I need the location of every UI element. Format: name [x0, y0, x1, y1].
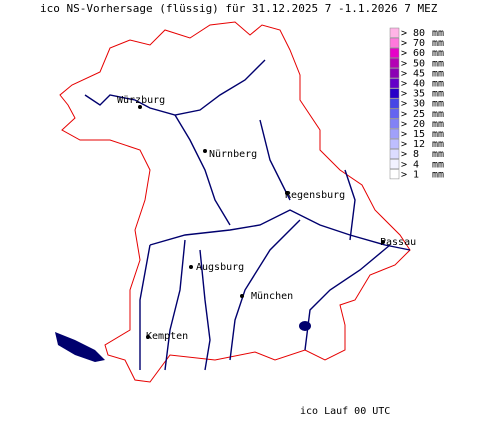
city-label: Nürnberg: [209, 149, 257, 160]
rivers: [84, 59, 411, 371]
border: [59, 21, 411, 383]
legend-swatch: [389, 68, 400, 79]
legend-unit: mm: [432, 79, 444, 90]
legend-unit: mm: [432, 119, 444, 130]
legend-label: > 50: [401, 58, 425, 69]
legend-unit: mm: [432, 99, 444, 110]
legend-unit: mm: [432, 109, 444, 120]
cities: Würzburg Nürnberg Regensburg Passau Augsburg…: [117, 95, 416, 342]
legend-label: > 1: [401, 169, 419, 180]
footer-text: ico Lauf 00 UTC: [300, 406, 390, 417]
legend-unit: mm: [432, 48, 444, 59]
legend-label: > 35: [401, 89, 425, 100]
legend-swatch: [389, 98, 400, 109]
legend-label: > 4: [401, 159, 419, 170]
legend-label: > 60: [401, 48, 425, 59]
legend-label: > 40: [401, 79, 425, 90]
city-label: Passau: [380, 237, 416, 248]
legend-swatch: [389, 118, 400, 129]
legend-swatch: [389, 58, 400, 69]
legend-swatch: [389, 128, 400, 139]
legend-unit: mm: [432, 58, 444, 69]
legend-label: > 70: [401, 38, 425, 49]
legend-unit: mm: [432, 149, 444, 160]
city-label: Würzburg: [117, 95, 165, 106]
legend-swatch: [389, 138, 400, 149]
lake-constance: [55, 332, 105, 362]
legend-unit: mm: [432, 38, 444, 49]
legend-unit: mm: [432, 28, 444, 39]
legend-unit: mm: [432, 169, 444, 180]
legend-swatch: [389, 159, 400, 170]
legend-label: > 30: [401, 99, 425, 110]
legend-label: > 8: [401, 149, 419, 160]
legend-label: > 20: [401, 119, 425, 130]
city-dot: [381, 240, 385, 244]
legend-unit: mm: [432, 68, 444, 79]
city-label: Kempten: [146, 331, 188, 342]
legend-swatch: [389, 148, 400, 159]
legend-swatch: [389, 47, 400, 58]
lake-chiemsee: [299, 321, 311, 331]
city-label: Augsburg: [196, 262, 244, 273]
city-dot: [285, 191, 289, 195]
legend-swatch: [389, 108, 400, 119]
legend-unit: mm: [432, 159, 444, 170]
city-dot: [146, 335, 150, 339]
legend-unit: mm: [432, 139, 444, 150]
title: ico NS-Vorhersage (flüssig) für 31.12.20…: [40, 2, 438, 15]
city-label: München: [251, 291, 293, 302]
legend-label: > 12: [401, 139, 425, 150]
legend-label: > 25: [401, 109, 425, 120]
legend-swatch: [389, 169, 400, 180]
legend-label: > 80: [401, 28, 425, 39]
legend: > 80 mm > 70 mm > 60 mm > 50 mm > 45 mm > 40 mm > 35…: [389, 27, 444, 180]
legend-unit: mm: [432, 89, 444, 100]
legend-unit: mm: [432, 129, 444, 140]
legend-swatch: [389, 27, 400, 38]
legend-swatch: [389, 37, 400, 48]
city-dot: [189, 265, 193, 269]
legend-label: > 15: [401, 129, 425, 140]
city-dot: [138, 105, 142, 109]
city-dot: [240, 294, 244, 298]
legend-swatch: [389, 88, 400, 99]
legend-swatch: [389, 78, 400, 89]
legend-label: > 45: [401, 68, 425, 79]
city-dot: [203, 149, 207, 153]
city-label: Regensburg: [285, 190, 345, 201]
